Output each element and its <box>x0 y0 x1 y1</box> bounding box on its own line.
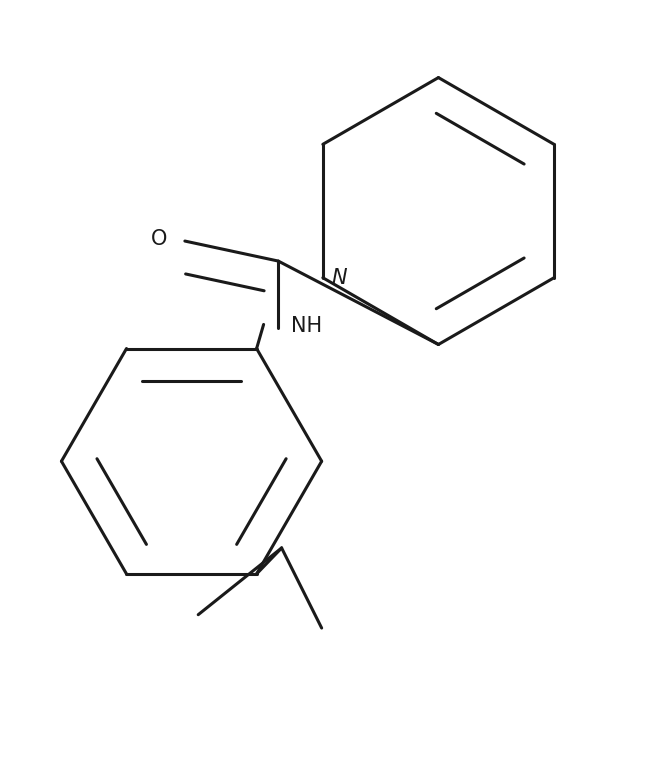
Text: O: O <box>151 229 168 249</box>
Text: N: N <box>332 268 347 288</box>
Text: NH: NH <box>291 316 322 336</box>
